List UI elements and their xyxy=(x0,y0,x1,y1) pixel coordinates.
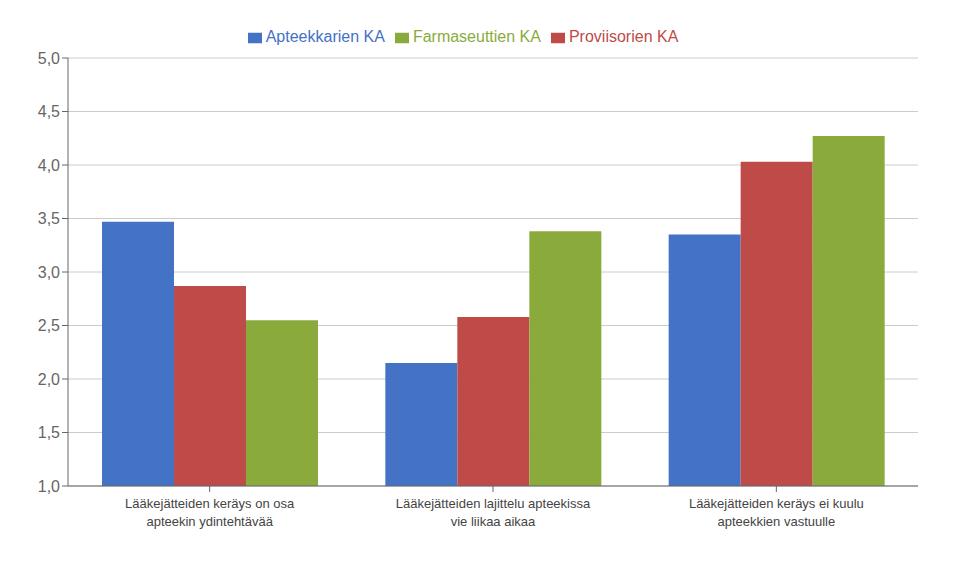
svg-text:2,5: 2,5 xyxy=(38,317,60,334)
svg-text:Lääkejätteiden keräys ei kuulu: Lääkejätteiden keräys ei kuuluapteekkien… xyxy=(689,496,864,529)
svg-text:Lääkejätteiden lajittelu aptee: Lääkejätteiden lajittelu apteekissavie l… xyxy=(396,496,591,529)
html-text:Proviisorien KA: Proviisorien KA xyxy=(568,28,679,45)
svg-text:3,0: 3,0 xyxy=(38,264,60,281)
html-text:Apteekkarien KA: Apteekkarien KA xyxy=(265,28,385,45)
html-text:Farmaseuttien KA: Farmaseuttien KA xyxy=(412,28,541,45)
svg-text:4,5: 4,5 xyxy=(38,103,60,120)
svg-text:2,0: 2,0 xyxy=(38,371,60,388)
svg-text:Lääkejätteiden keräys on osaap: Lääkejätteiden keräys on osaapteekin ydi… xyxy=(125,496,295,529)
svg-text:1,5: 1,5 xyxy=(38,424,60,441)
svg-text:4,0: 4,0 xyxy=(38,157,60,174)
svg-text:1,0: 1,0 xyxy=(38,478,60,495)
svg-text:3,5: 3,5 xyxy=(38,210,60,227)
svg-text:5,0: 5,0 xyxy=(38,50,60,67)
